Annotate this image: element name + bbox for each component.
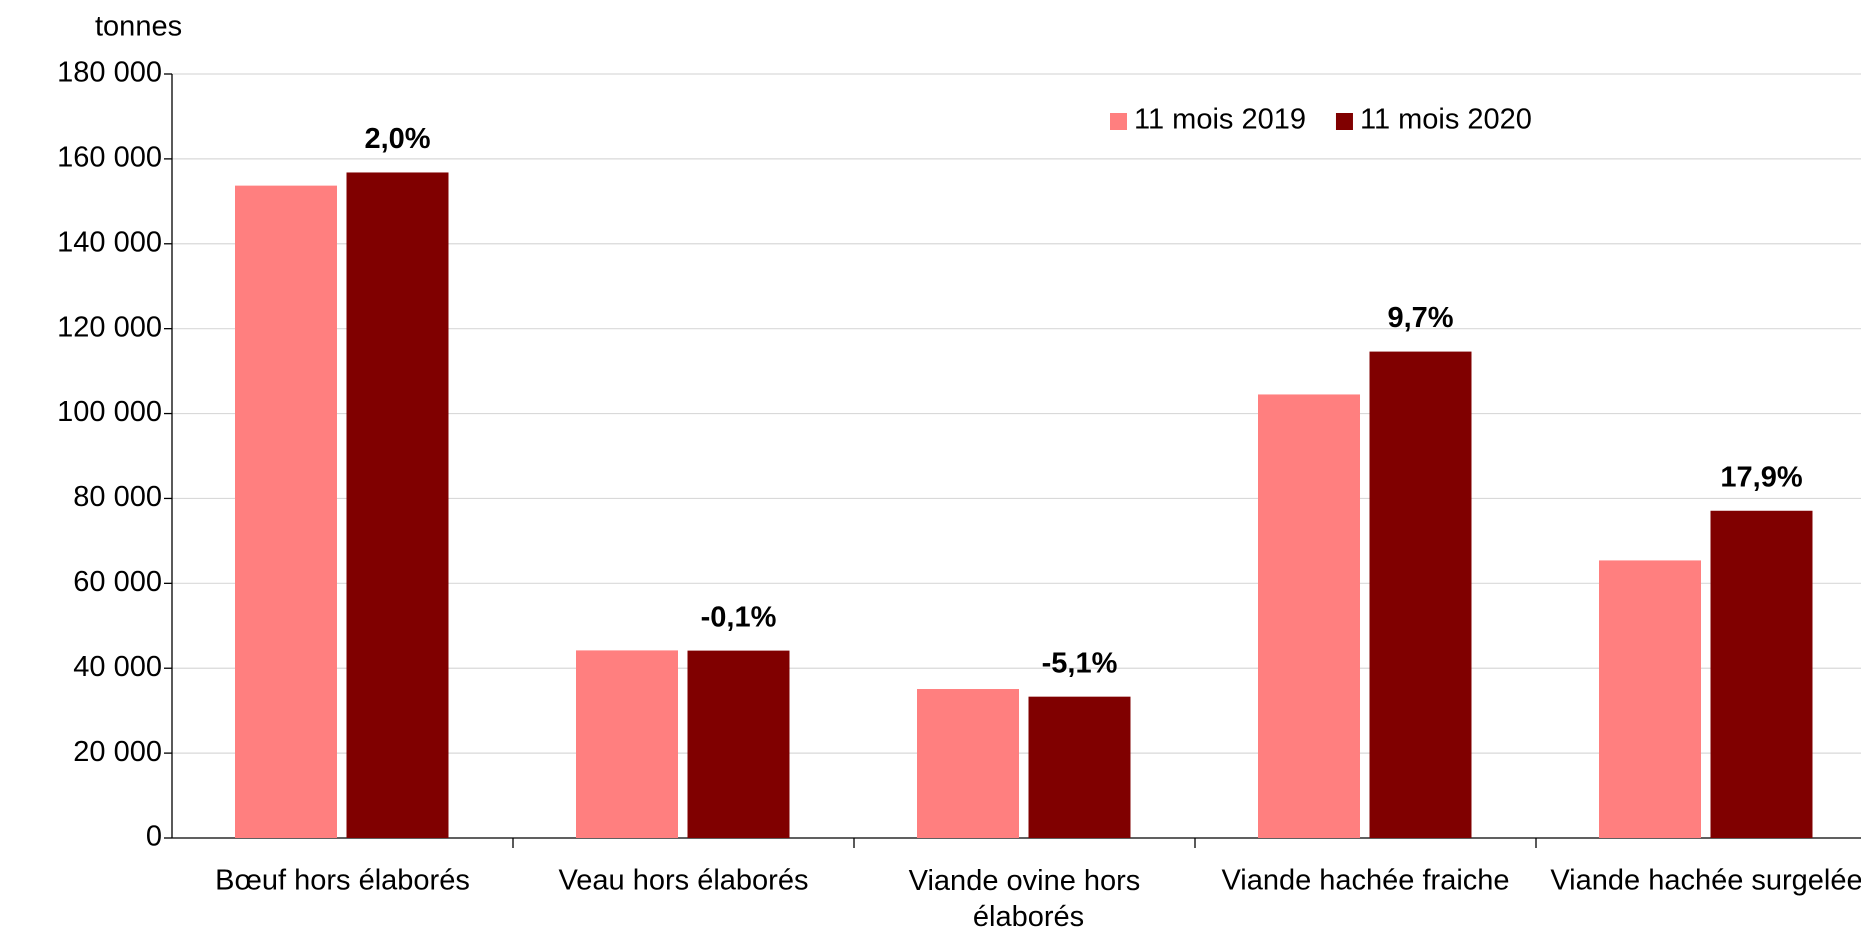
y-tick-label: 0 [146, 821, 162, 853]
legend-swatch [1110, 113, 1127, 130]
legend-label: 11 mois 2020 [1360, 104, 1532, 136]
bar [1028, 696, 1131, 838]
bar [346, 172, 449, 838]
bar [687, 650, 790, 838]
y-tick-label: 160 000 [57, 142, 162, 174]
bar [1258, 394, 1360, 838]
bar [576, 650, 678, 838]
y-tick-label: 60 000 [73, 566, 162, 598]
x-tick-label: Veau hors élaborés [559, 865, 809, 897]
x-tick-label: Viande hachée surgelée [1550, 865, 1861, 897]
y-tick-label: 100 000 [57, 396, 162, 428]
x-tick-label: Viande ovine hors élaborés [909, 865, 1141, 933]
annotation: 2,0% [364, 123, 430, 155]
bar [1369, 351, 1472, 838]
annotation: -5,1% [1042, 647, 1118, 679]
bar [1710, 510, 1813, 838]
y-tick-label: 180 000 [57, 57, 162, 89]
bar [235, 185, 337, 838]
annotation: 17,9% [1720, 461, 1802, 493]
y-tick-label: 140 000 [57, 226, 162, 258]
y-tick-label: 80 000 [73, 481, 162, 513]
legend-swatch [1335, 113, 1353, 130]
x-tick-label: Viande hachée fraiche [1221, 865, 1509, 897]
bar [917, 689, 1019, 838]
annotation: -0,1% [701, 601, 777, 633]
x-tick-label: Bœuf hors élaborés [215, 865, 470, 897]
y-tick-label: 120 000 [57, 311, 162, 343]
bar [1599, 560, 1701, 838]
y-tick-label: 20 000 [73, 736, 162, 768]
y-axis-label: tonnes [95, 11, 182, 43]
y-tick-label: 40 000 [73, 651, 162, 683]
annotation: 9,7% [1387, 302, 1453, 334]
legend-label: 11 mois 2019 [1134, 104, 1306, 136]
